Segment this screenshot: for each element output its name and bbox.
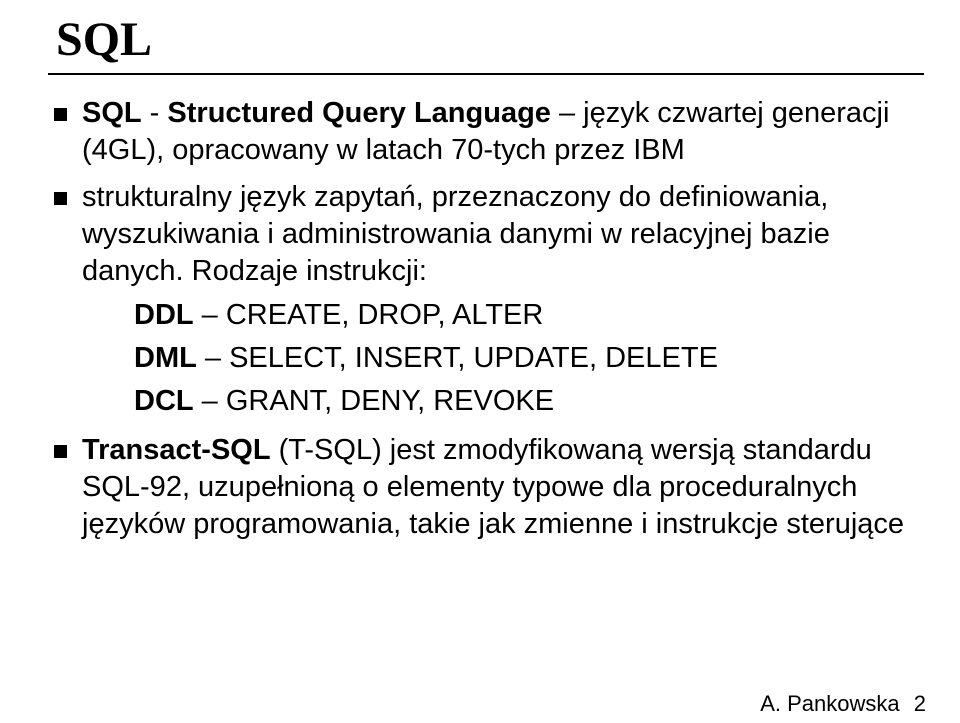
list-item: Transact-SQL (T-SQL) jest zmodyfikowaną … [48,432,924,543]
text-bold: DCL [134,385,194,417]
text-bold: DDL [134,299,194,331]
title-rule [48,73,924,75]
bullet-list: SQL - Structured Query Language – język … [48,95,924,543]
text-bold: Transact-SQL [82,434,271,466]
text: – SELECT, INSERT, UPDATE, DELETE [197,342,718,374]
list-item: DDL – CREATE, DROP, ALTER [134,295,924,336]
text: strukturalny język zapytań, przeznaczony… [82,181,830,287]
text: – GRANT, DENY, REVOKE [194,385,554,417]
text: - [142,97,168,129]
slide: SQL SQL - Structured Query Language – ję… [0,0,960,723]
footer: A. Pankowska 2 [760,691,926,717]
text-bold: DML [134,342,197,374]
footer-author: A. Pankowska [760,691,899,716]
list-item: DML – SELECT, INSERT, UPDATE, DELETE [134,338,924,379]
list-item: strukturalny język zapytań, przeznaczony… [48,179,924,422]
slide-title: SQL [56,12,924,67]
list-item: DCL – GRANT, DENY, REVOKE [134,381,924,422]
text-bold: SQL [82,97,142,129]
text-bold: Structured Query Language [167,97,551,129]
sub-list: DDL – CREATE, DROP, ALTER DML – SELECT, … [82,295,924,423]
list-item: SQL - Structured Query Language – język … [48,95,924,169]
text: – CREATE, DROP, ALTER [194,299,544,331]
footer-page-number: 2 [914,691,926,716]
